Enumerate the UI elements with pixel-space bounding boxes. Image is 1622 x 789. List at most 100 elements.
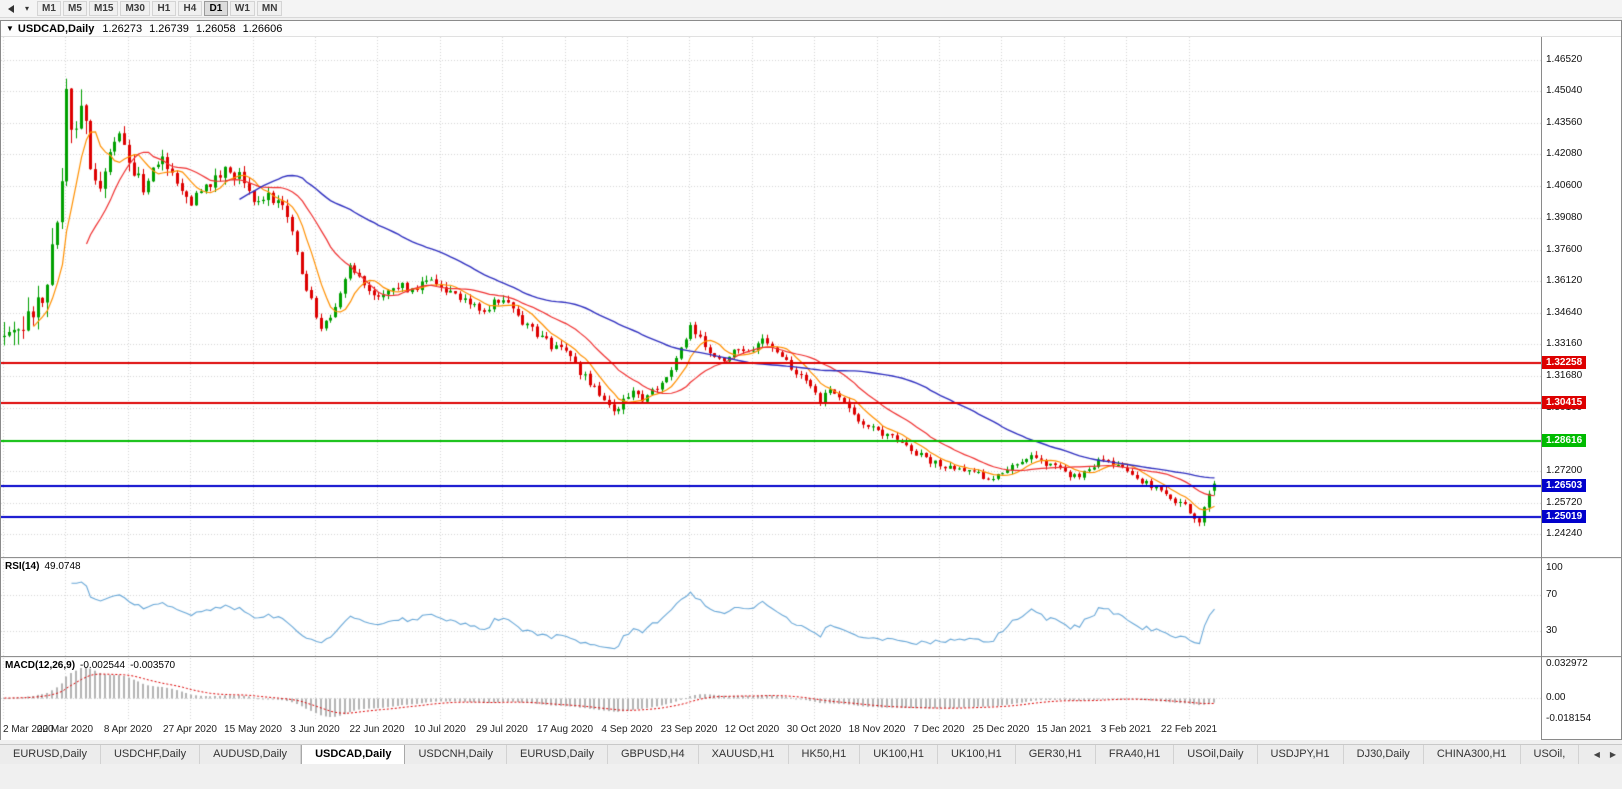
price-axis-label: 1.46520	[1546, 54, 1583, 65]
rsi-pane: RSI(14) 49.0748 100 70 30	[1, 559, 1621, 656]
chart-tab-ger30-h1[interactable]: GER30,H1	[1015, 745, 1096, 764]
timeframe-h4[interactable]: H4	[177, 1, 202, 16]
price-axis-label: 1.42080	[1546, 148, 1583, 159]
chart-tab-xauusd-h1[interactable]: XAUUSD,H1	[698, 745, 789, 764]
chart-tab-china300-h1[interactable]: CHINA300,H1	[1423, 745, 1521, 764]
price-level-badge: 1.28616	[1542, 434, 1587, 447]
macd-axis-label: 0.00	[1546, 692, 1566, 703]
timeframe-m1[interactable]: M1	[37, 1, 61, 16]
price-chart-pane: 1.46520 1.45040 1.43560 1.42080 1.40600 1.390…	[1, 37, 1621, 557]
pane-separator[interactable]	[1, 557, 1621, 559]
macd-label: MACD(12,26,9) -0.002544 -0.003570	[5, 660, 175, 671]
chart-tab-eurusd-daily[interactable]: EURUSD,Daily	[507, 745, 608, 764]
tab-scroll-right-icon[interactable]: ▶	[1609, 750, 1616, 759]
macd-canvas[interactable]	[1, 658, 1541, 721]
toolbar-dropdown-icon[interactable]: ▾	[24, 4, 29, 13]
chart-tab-audusd-daily[interactable]: AUDUSD,Daily	[200, 745, 302, 764]
toolbar-overflow-icon[interactable]	[4, 3, 18, 15]
date-label: 8 Apr 2020	[103, 724, 153, 735]
rsi-axis-label: 30	[1546, 625, 1558, 636]
timeframe-m30[interactable]: M30	[120, 1, 150, 16]
macd-axis-label: -0.018154	[1546, 713, 1592, 721]
chart-tabs-bar: EURUSD,Daily USDCHF,Daily AUDUSD,Daily USDC…	[0, 744, 1622, 764]
price-axis-label: 1.43560	[1546, 117, 1583, 128]
date-label: 22 Jun 2020	[349, 724, 405, 735]
chart-tab-usdcad-daily[interactable]: USDCAD,Daily	[301, 745, 406, 764]
chart-tab-usoil[interactable]: USOil,	[1520, 745, 1580, 764]
price-axis-label: 1.36120	[1546, 275, 1583, 286]
price-axis-label: 1.45040	[1546, 85, 1583, 96]
date-label: 3 Jun 2020	[290, 724, 340, 735]
date-label: 4 Sep 2020	[601, 724, 653, 735]
chart-tab-usdchf-daily[interactable]: USDCHF,Daily	[100, 745, 201, 764]
chart-tab-usdjpy-h1[interactable]: USDJPY,H1	[1257, 745, 1344, 764]
price-axis[interactable]: 1.46520 1.45040 1.43560 1.42080 1.40600 1.390…	[1542, 37, 1621, 557]
date-label: 23 Sep 2020	[660, 724, 718, 735]
chart-tab-fra40-h1[interactable]: FRA40,H1	[1095, 745, 1175, 764]
rsi-value: 49.0748	[44, 561, 81, 572]
date-label: 18 Nov 2020	[848, 724, 906, 735]
date-label: 12 Oct 2020	[724, 724, 780, 735]
timeframe-mn[interactable]: MN	[256, 1, 283, 16]
chart-tab-gbpusd-h4[interactable]: GBPUSD,H4	[608, 745, 699, 764]
chart-symbol-label: USDCAD,Daily	[17, 22, 95, 35]
ohlc-high: 1.26739	[149, 22, 189, 35]
chart-tab-dj30-daily[interactable]: DJ30,Daily	[1343, 745, 1424, 764]
rsi-axis[interactable]: 100 70 30	[1542, 559, 1621, 656]
ohlc-low: 1.26058	[195, 22, 236, 35]
timeframe-w1[interactable]: W1	[229, 1, 255, 16]
chart-tab-uk100-h1[interactable]: UK100,H1	[860, 745, 938, 764]
macd-axis[interactable]: 0.032972 0.00 -0.018154	[1542, 658, 1621, 721]
timeframe-m5[interactable]: M5	[63, 1, 87, 16]
price-axis-label: 1.33160	[1546, 338, 1583, 349]
price-axis-label: 1.34640	[1546, 307, 1583, 318]
price-axis-label: 1.24240	[1546, 528, 1583, 539]
rsi-axis-label: 100	[1546, 562, 1563, 573]
price-axis-label: 1.31680	[1546, 370, 1583, 381]
date-label: 30 Oct 2020	[786, 724, 842, 735]
timeframe-toolbar: ▾ M1 M5 M15 M30 H1 H4 D1 W1 MN	[0, 0, 1622, 18]
date-label: 17 Aug 2020	[536, 724, 594, 735]
chart-tab-usoil-daily[interactable]: USOil,Daily	[1174, 745, 1258, 764]
price-level-badge: 1.25019	[1542, 510, 1587, 523]
chart-tab-hk50-h1[interactable]: HK50,H1	[788, 745, 861, 764]
timeframe-m15[interactable]: M15	[89, 1, 119, 16]
ohlc-close: 1.26606	[242, 22, 283, 35]
date-label: 2 Mar 2020	[3, 724, 54, 735]
pane-separator[interactable]	[1, 656, 1621, 658]
rsi-label: RSI(14) 49.0748	[5, 561, 81, 572]
date-label: 3 Feb 2021	[1100, 724, 1152, 735]
chart-tab-uk100-h1[interactable]: UK100,H1	[937, 745, 1016, 764]
date-label: 22 Feb 2021	[1160, 724, 1218, 735]
tab-scroll-controls: ◀ ▶	[1588, 745, 1622, 764]
price-level-badge: 1.30415	[1542, 396, 1587, 409]
date-label: 10 Jul 2020	[414, 724, 466, 735]
tab-scroll-left-icon[interactable]: ◀	[1593, 750, 1600, 759]
date-label: 27 Apr 2020	[163, 724, 217, 735]
collapse-icon[interactable]: ▼	[6, 24, 14, 33]
axis-divider	[1541, 37, 1542, 739]
date-label: 25 Dec 2020	[972, 724, 1030, 735]
macd-main-value: -0.002544	[80, 660, 126, 671]
rsi-axis-label: 70	[1546, 589, 1558, 600]
price-chart-canvas[interactable]	[1, 37, 1541, 557]
rsi-name: RSI(14)	[5, 561, 40, 572]
date-axis[interactable]: 2 Mar 2020 20 Mar 2020 8 Apr 2020 27 Apr 20…	[1, 721, 1541, 740]
chart-tab-eurusd-daily[interactable]: EURUSD,Daily	[0, 745, 101, 764]
date-label: 15 Jan 2021	[1036, 724, 1092, 735]
date-label: 20 Mar 2020	[36, 724, 94, 735]
macd-signal-value: -0.003570	[130, 660, 176, 671]
timeframe-h1[interactable]: H1	[151, 1, 176, 16]
macd-axis-label: 0.032972	[1546, 658, 1588, 669]
chart-tabs: EURUSD,Daily USDCHF,Daily AUDUSD,Daily USDC…	[0, 745, 1588, 764]
timeframe-d1[interactable]: D1	[203, 1, 228, 16]
price-axis-label: 1.40600	[1546, 180, 1583, 191]
price-axis-label: 1.25720	[1546, 497, 1583, 508]
price-level-badge: 1.32258	[1542, 356, 1587, 369]
chart-tab-usdcnh-daily[interactable]: USDCNH,Daily	[405, 745, 508, 764]
rsi-canvas[interactable]	[1, 559, 1541, 656]
price-axis-label: 1.37600	[1546, 244, 1583, 255]
ohlc-open: 1.26273	[102, 22, 143, 35]
date-label: 15 May 2020	[224, 724, 282, 735]
date-label: 29 Jul 2020	[476, 724, 528, 735]
